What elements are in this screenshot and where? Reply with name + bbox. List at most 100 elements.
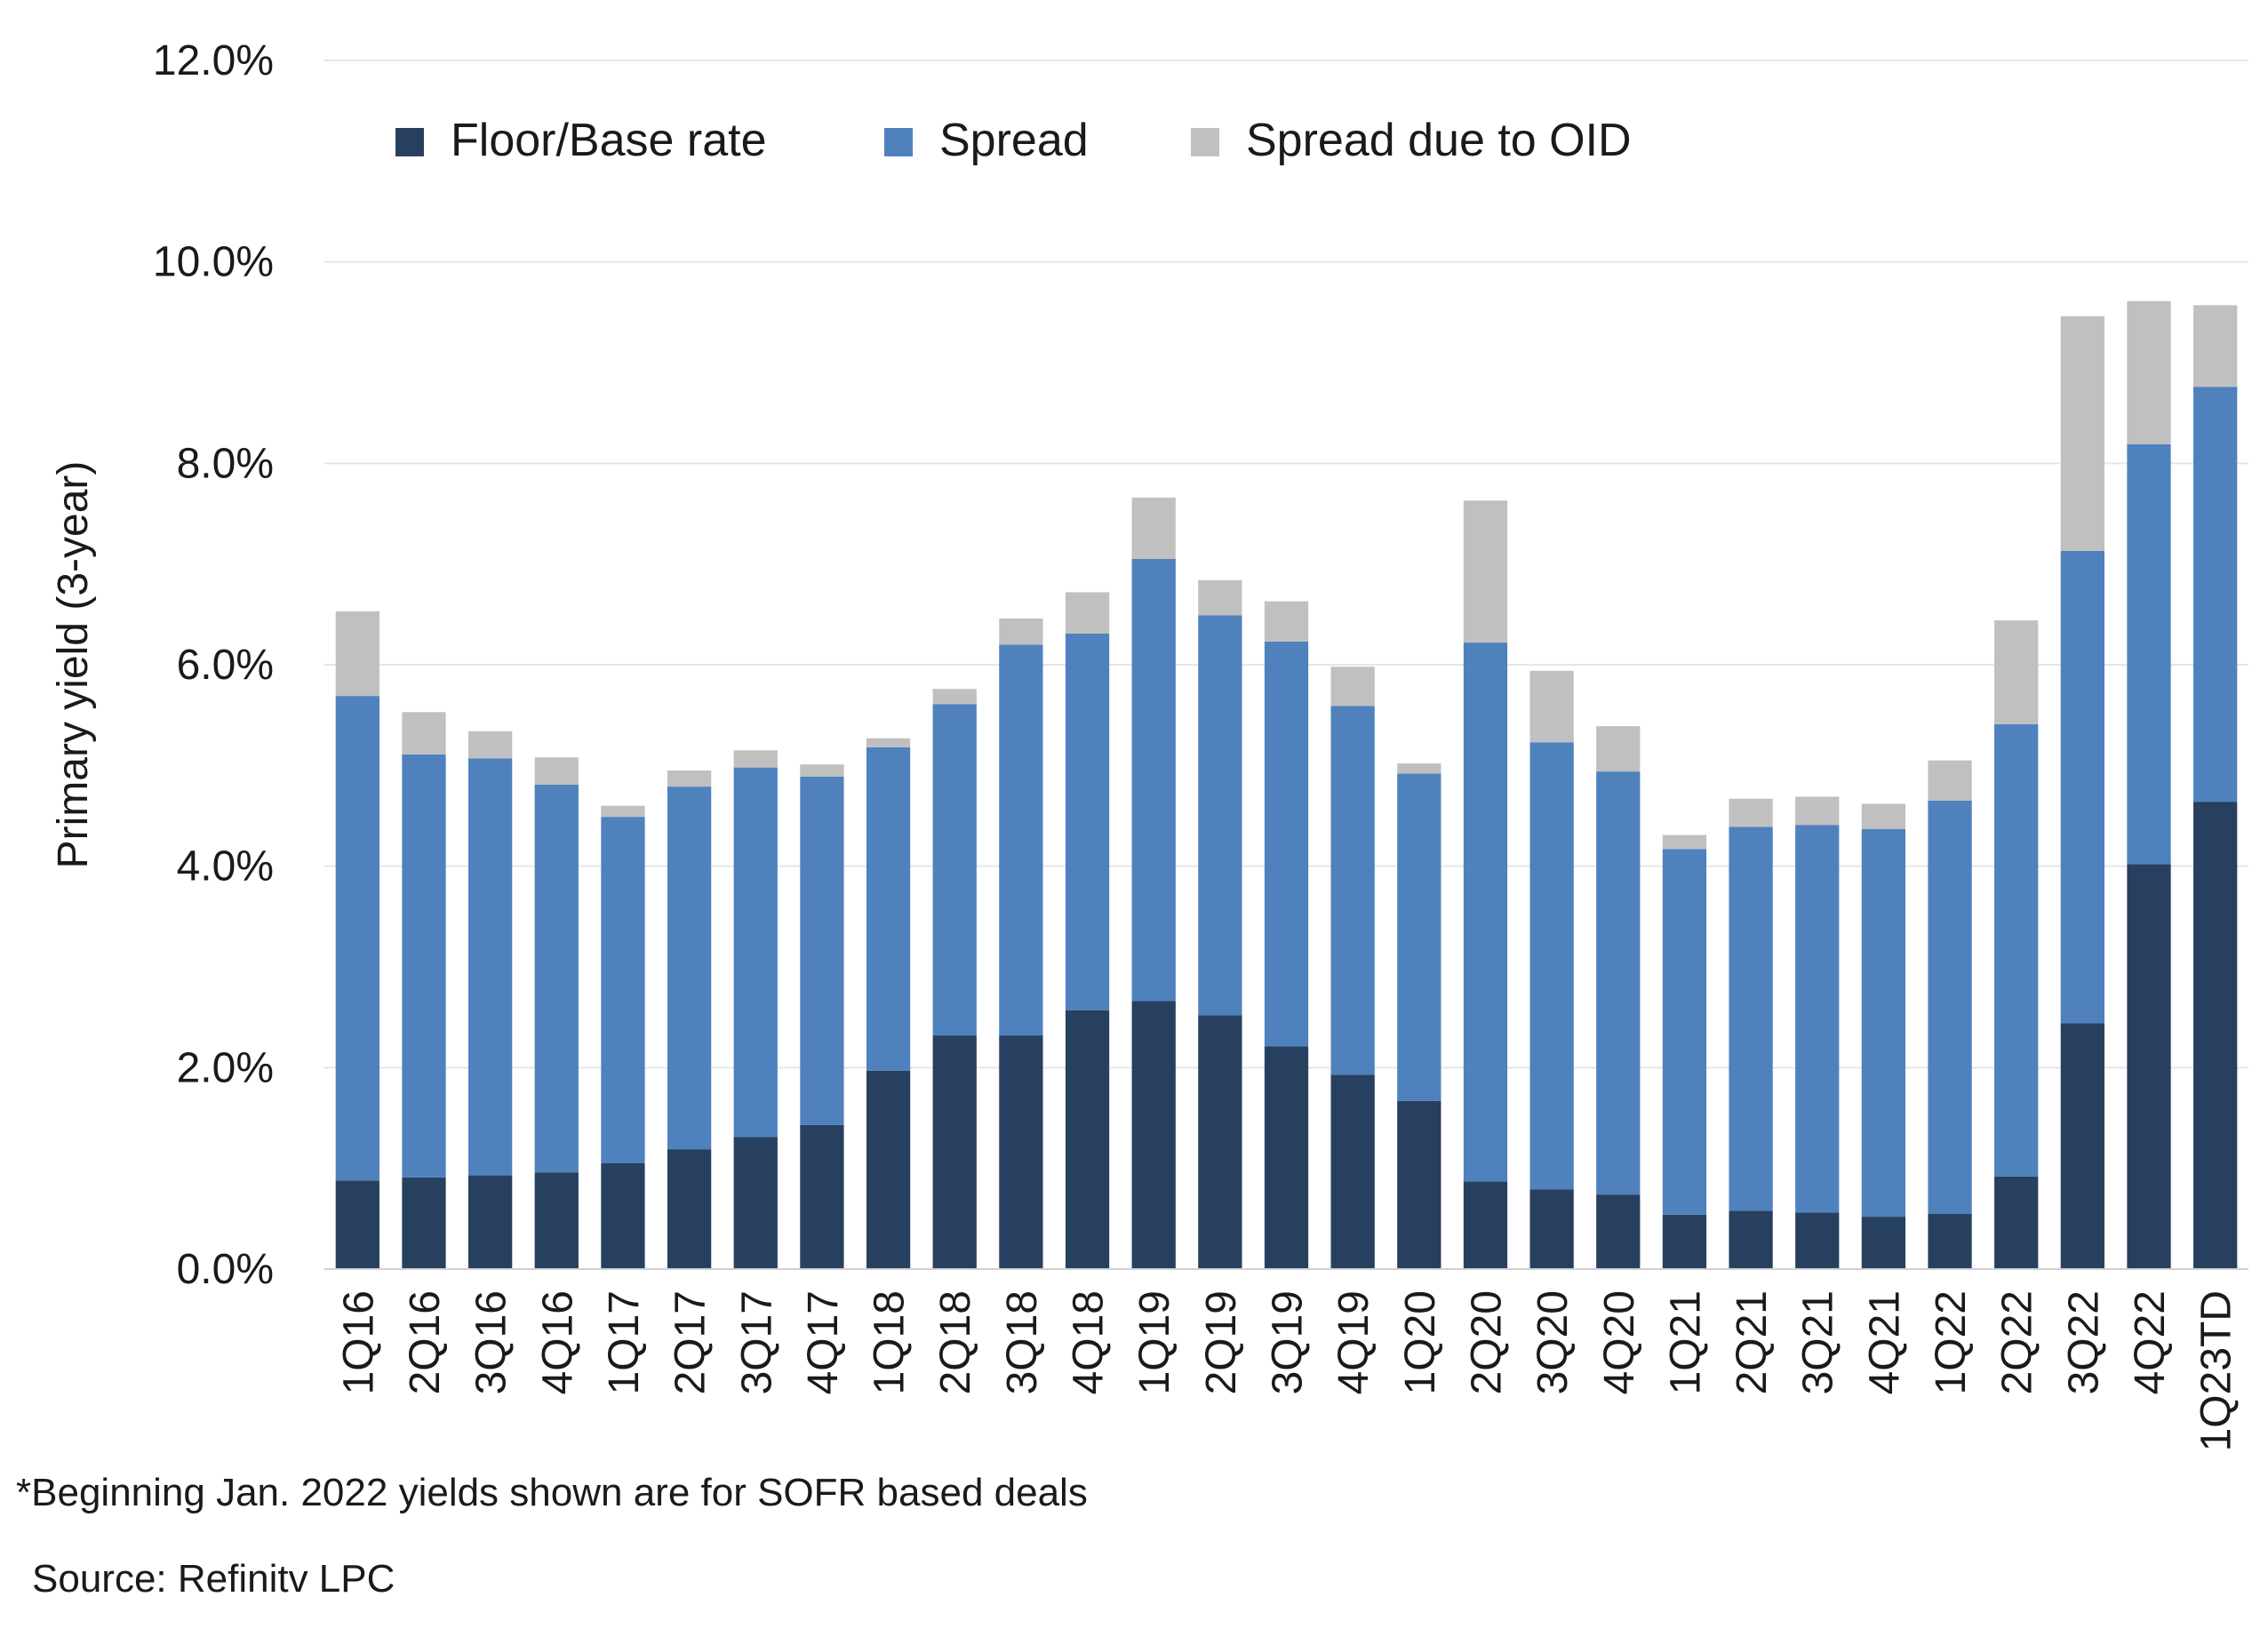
x-tick-label: 1Q20 xyxy=(1397,1290,1444,1394)
bar-segment-floor-base-rate xyxy=(1065,1010,1110,1269)
legend-label: Spread xyxy=(939,115,1089,166)
bar-segment-spread xyxy=(1131,559,1176,1002)
bar-segment-spread-oid xyxy=(2060,315,2104,551)
x-tick-label: 4Q16 xyxy=(534,1290,581,1394)
bar-segment-spread-oid xyxy=(1529,670,1574,743)
bar-segment-floor-base-rate xyxy=(1397,1100,1441,1269)
bar-segment-floor-base-rate xyxy=(1729,1210,1773,1269)
bar-segment-spread-oid xyxy=(733,750,778,768)
bar-segment-spread xyxy=(1729,826,1773,1211)
y-axis-label: Primary yield (3-year) xyxy=(50,461,97,869)
bar-segment-spread xyxy=(2193,387,2238,803)
x-tick-label: 3Q19 xyxy=(1265,1290,1312,1394)
bar-segment-spread xyxy=(733,767,778,1138)
bar-segment-spread xyxy=(1529,742,1574,1190)
bar-segment-spread-oid xyxy=(2127,300,2171,444)
bar-segment-spread xyxy=(999,644,1043,1036)
bar-segment-spread xyxy=(1198,615,1242,1016)
x-tick-label: 2Q20 xyxy=(1463,1290,1510,1394)
bar-segment-spread-oid xyxy=(1264,601,1309,642)
bar-segment-spread xyxy=(1596,771,1641,1195)
legend-label: Floor/Base rate xyxy=(451,115,767,166)
bar-segment-spread xyxy=(1795,825,1840,1213)
bar-segment-spread xyxy=(468,758,513,1176)
bar-segment-floor-base-rate xyxy=(1861,1217,1906,1269)
bar-segment-floor-base-rate xyxy=(1264,1046,1309,1269)
x-axis-ticks: 1Q16 2Q16 3Q16 4Q16 1Q17 2Q17 3Q17 4Q17 1Q18 2Q18… xyxy=(335,1290,2240,1451)
bar-segment-spread-oid xyxy=(534,757,579,785)
bar-segment-spread xyxy=(402,754,446,1178)
bar-segment-spread-oid xyxy=(601,805,645,818)
bar-segment-floor-base-rate xyxy=(1463,1181,1508,1269)
x-tick-label: 4Q20 xyxy=(1596,1290,1643,1394)
bar-segment-spread-oid xyxy=(667,771,712,787)
bar-segment-floor-base-rate xyxy=(601,1163,645,1269)
bar-segment-floor-base-rate xyxy=(335,1180,379,1269)
x-tick-label: 4Q19 xyxy=(1330,1290,1378,1394)
x-tick-label: 4Q22 xyxy=(2127,1290,2174,1394)
source-note: Source: Refinitv LPC xyxy=(32,1557,395,1601)
bar-segment-spread-oid xyxy=(800,764,844,777)
bar-segment-floor-base-rate xyxy=(2060,1023,2104,1269)
x-tick-label: 1Q19 xyxy=(1131,1290,1178,1394)
bar-segment-floor-base-rate xyxy=(2127,864,2171,1269)
bar-segment-spread xyxy=(1264,641,1309,1047)
bar-segment-floor-base-rate xyxy=(1529,1189,1574,1269)
bar-segment-spread-oid xyxy=(1928,760,1972,801)
bar-segment-floor-base-rate xyxy=(1330,1074,1375,1269)
bar-segment-spread xyxy=(2127,443,2171,865)
bar-segment-spread-oid xyxy=(335,611,379,697)
y-tick-label: 4.0% xyxy=(177,843,274,890)
bar-segment-spread xyxy=(866,747,911,1071)
x-tick-label: 4Q17 xyxy=(800,1290,847,1394)
bar-segment-spread-oid xyxy=(1198,579,1242,616)
bar-segment-floor-base-rate xyxy=(1795,1212,1840,1269)
bar-segment-floor-base-rate xyxy=(468,1175,513,1269)
bar-segment-floor-base-rate xyxy=(932,1035,977,1269)
y-axis-ticks: 0.0% 2.0% 4.0% 6.0% 8.0% 10.0% 12.0% xyxy=(153,37,274,1293)
bar-segment-spread-oid xyxy=(999,618,1043,645)
x-tick-label: 1Q16 xyxy=(335,1290,382,1394)
bar-segment-spread-oid xyxy=(1795,796,1840,826)
legend-label: Spread due to OID xyxy=(1246,115,1632,166)
bars xyxy=(335,300,2238,1269)
x-tick-label: 2Q19 xyxy=(1198,1290,1245,1394)
bar-segment-spread-oid xyxy=(1994,620,2039,724)
x-tick-label: 2Q16 xyxy=(402,1290,449,1394)
bar-segment-spread xyxy=(1065,633,1110,1010)
legend: Floor/Base rate Spread Spread due to OID xyxy=(395,115,1632,166)
y-tick-label: 0.0% xyxy=(177,1246,274,1293)
x-tick-label: 1Q17 xyxy=(601,1290,648,1394)
bar-segment-spread xyxy=(534,784,579,1173)
footnote: *Beginning Jan. 2022 yields shown are fo… xyxy=(16,1471,1088,1514)
bar-segment-spread xyxy=(1330,706,1375,1075)
bar-segment-spread-oid xyxy=(1596,726,1641,772)
x-tick-label: 1Q18 xyxy=(866,1290,914,1394)
x-tick-label: 2Q18 xyxy=(932,1290,979,1394)
x-tick-label: 1Q21 xyxy=(1662,1290,1709,1394)
bar-segment-spread xyxy=(601,817,645,1163)
y-tick-label: 8.0% xyxy=(177,440,274,487)
x-tick-label: 2Q22 xyxy=(1994,1290,2041,1394)
x-tick-label: 1Q23TD xyxy=(2193,1290,2240,1451)
x-tick-label: 3Q22 xyxy=(2060,1290,2107,1394)
bar-segment-floor-base-rate xyxy=(800,1124,844,1269)
bar-segment-spread-oid xyxy=(1065,592,1110,634)
bar-segment-floor-base-rate xyxy=(1131,1001,1176,1269)
bar-segment-spread xyxy=(1397,773,1441,1101)
bar-segment-floor-base-rate xyxy=(2193,802,2238,1269)
bar-segment-spread-oid xyxy=(1131,497,1176,559)
y-tick-label: 6.0% xyxy=(177,642,274,689)
bar-segment-floor-base-rate xyxy=(999,1035,1043,1269)
x-tick-label: 3Q21 xyxy=(1795,1290,1842,1394)
bar-segment-spread xyxy=(800,776,844,1125)
bar-segment-spread-oid xyxy=(1861,803,1906,829)
bar-segment-spread xyxy=(1463,643,1508,1182)
bar-segment-spread xyxy=(1861,828,1906,1218)
bar-segment-spread-oid xyxy=(468,731,513,759)
y-tick-label: 2.0% xyxy=(177,1044,274,1091)
x-tick-label: 3Q16 xyxy=(468,1290,515,1394)
legend-swatch xyxy=(1191,128,1219,156)
